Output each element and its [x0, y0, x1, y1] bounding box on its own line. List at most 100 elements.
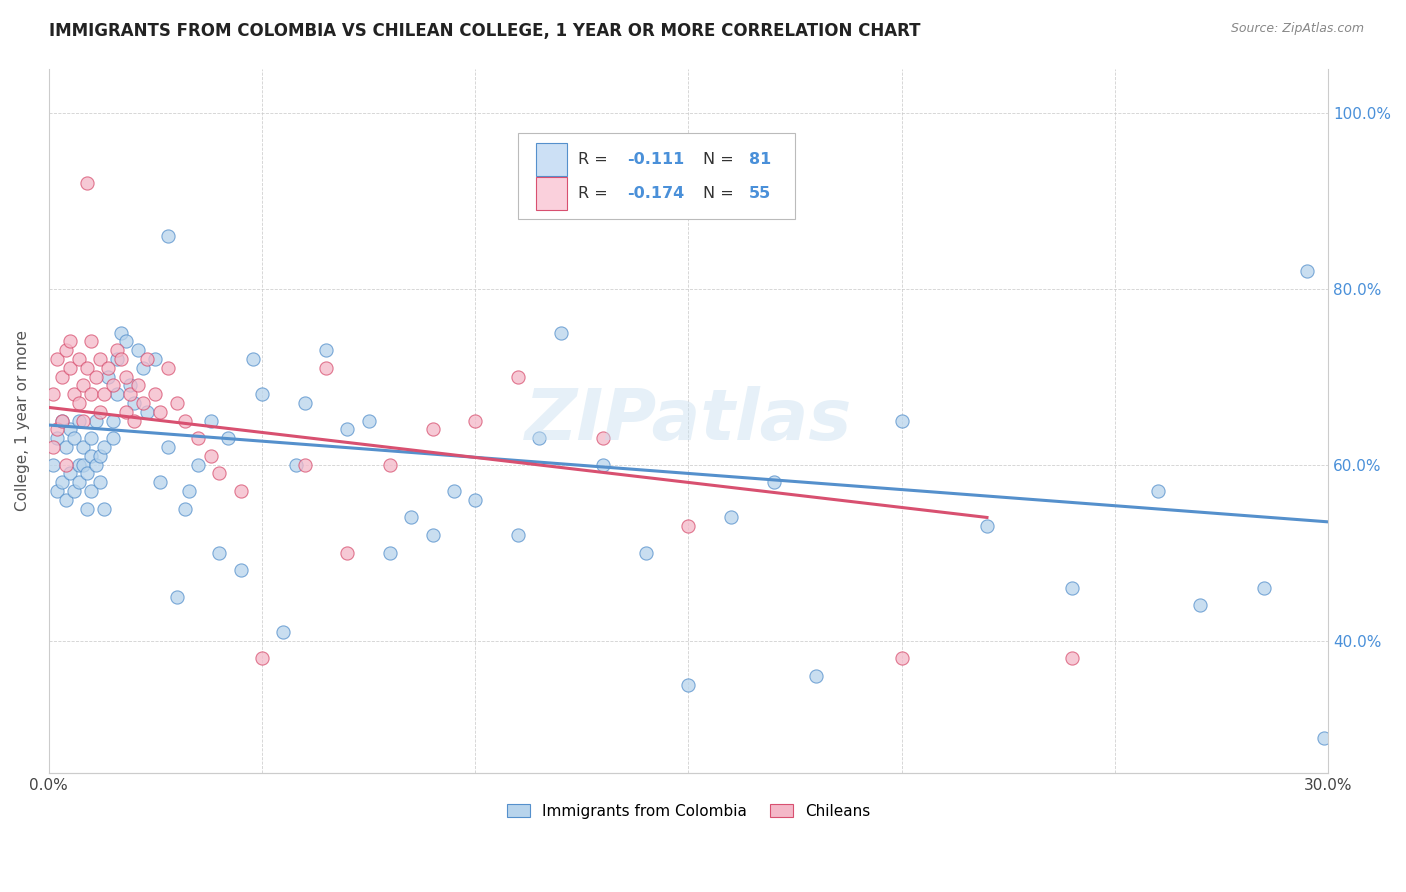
Point	[145, 387, 167, 401]
Point	[229, 484, 252, 499]
Point	[59, 467, 82, 481]
Point	[105, 387, 128, 401]
Point	[131, 396, 153, 410]
Point	[110, 326, 132, 340]
Point	[242, 351, 264, 366]
Point	[51, 475, 73, 490]
Point	[105, 343, 128, 358]
Point	[55, 458, 77, 472]
Text: Source: ZipAtlas.com: Source: ZipAtlas.com	[1230, 22, 1364, 36]
Point	[145, 351, 167, 366]
Point	[114, 334, 136, 349]
Point	[42, 440, 65, 454]
Point	[217, 431, 239, 445]
Point	[422, 528, 444, 542]
Point	[76, 467, 98, 481]
Text: N =: N =	[703, 186, 738, 202]
Point	[890, 414, 912, 428]
Point	[101, 378, 124, 392]
Point	[84, 369, 107, 384]
Point	[200, 414, 222, 428]
Text: -0.111: -0.111	[627, 153, 685, 167]
Point	[762, 475, 785, 490]
Point	[399, 510, 422, 524]
Point	[55, 492, 77, 507]
Point	[464, 414, 486, 428]
Point	[51, 369, 73, 384]
Point	[527, 431, 550, 445]
Point	[187, 431, 209, 445]
Point	[250, 387, 273, 401]
Point	[80, 484, 103, 499]
Point	[55, 343, 77, 358]
Point	[67, 475, 90, 490]
Point	[149, 405, 172, 419]
Point	[174, 501, 197, 516]
Point	[51, 414, 73, 428]
Point	[294, 458, 316, 472]
Point	[89, 351, 111, 366]
Text: ZIPatlas: ZIPatlas	[524, 386, 852, 455]
Point	[357, 414, 380, 428]
Point	[89, 449, 111, 463]
Point	[93, 501, 115, 516]
Point	[135, 405, 157, 419]
Point	[80, 449, 103, 463]
Point	[592, 458, 614, 472]
Point	[464, 492, 486, 507]
Point	[166, 590, 188, 604]
Point	[59, 334, 82, 349]
Point	[506, 528, 529, 542]
Text: 81: 81	[748, 153, 770, 167]
Point	[72, 414, 94, 428]
Point	[1146, 484, 1168, 499]
Point	[179, 484, 201, 499]
Point	[127, 343, 149, 358]
Point	[59, 360, 82, 375]
Point	[76, 176, 98, 190]
Point	[336, 546, 359, 560]
Point	[1062, 581, 1084, 595]
Point	[634, 546, 657, 560]
Point	[42, 387, 65, 401]
Point	[678, 678, 700, 692]
Point	[294, 396, 316, 410]
Legend: Immigrants from Colombia, Chileans: Immigrants from Colombia, Chileans	[501, 797, 876, 825]
Point	[135, 351, 157, 366]
Point	[72, 458, 94, 472]
Point	[149, 475, 172, 490]
Point	[67, 414, 90, 428]
Text: R =: R =	[578, 153, 613, 167]
Point	[806, 669, 828, 683]
Point	[1313, 731, 1336, 745]
Y-axis label: College, 1 year or more: College, 1 year or more	[15, 330, 30, 511]
Point	[63, 484, 86, 499]
Point	[76, 501, 98, 516]
Point	[51, 414, 73, 428]
Point	[131, 360, 153, 375]
Point	[550, 326, 572, 340]
Point	[59, 422, 82, 436]
Point	[114, 405, 136, 419]
Point	[84, 414, 107, 428]
Point	[67, 396, 90, 410]
Point	[110, 351, 132, 366]
Point	[720, 510, 742, 524]
FancyBboxPatch shape	[536, 178, 567, 211]
Point	[506, 369, 529, 384]
Point	[443, 484, 465, 499]
Point	[93, 387, 115, 401]
Point	[105, 351, 128, 366]
Point	[72, 378, 94, 392]
Point	[890, 651, 912, 665]
FancyBboxPatch shape	[519, 133, 794, 219]
Text: N =: N =	[703, 153, 738, 167]
Point	[166, 396, 188, 410]
Point	[89, 405, 111, 419]
Point	[200, 449, 222, 463]
Point	[46, 351, 69, 366]
Point	[101, 431, 124, 445]
Point	[46, 422, 69, 436]
Point	[114, 369, 136, 384]
Point	[187, 458, 209, 472]
